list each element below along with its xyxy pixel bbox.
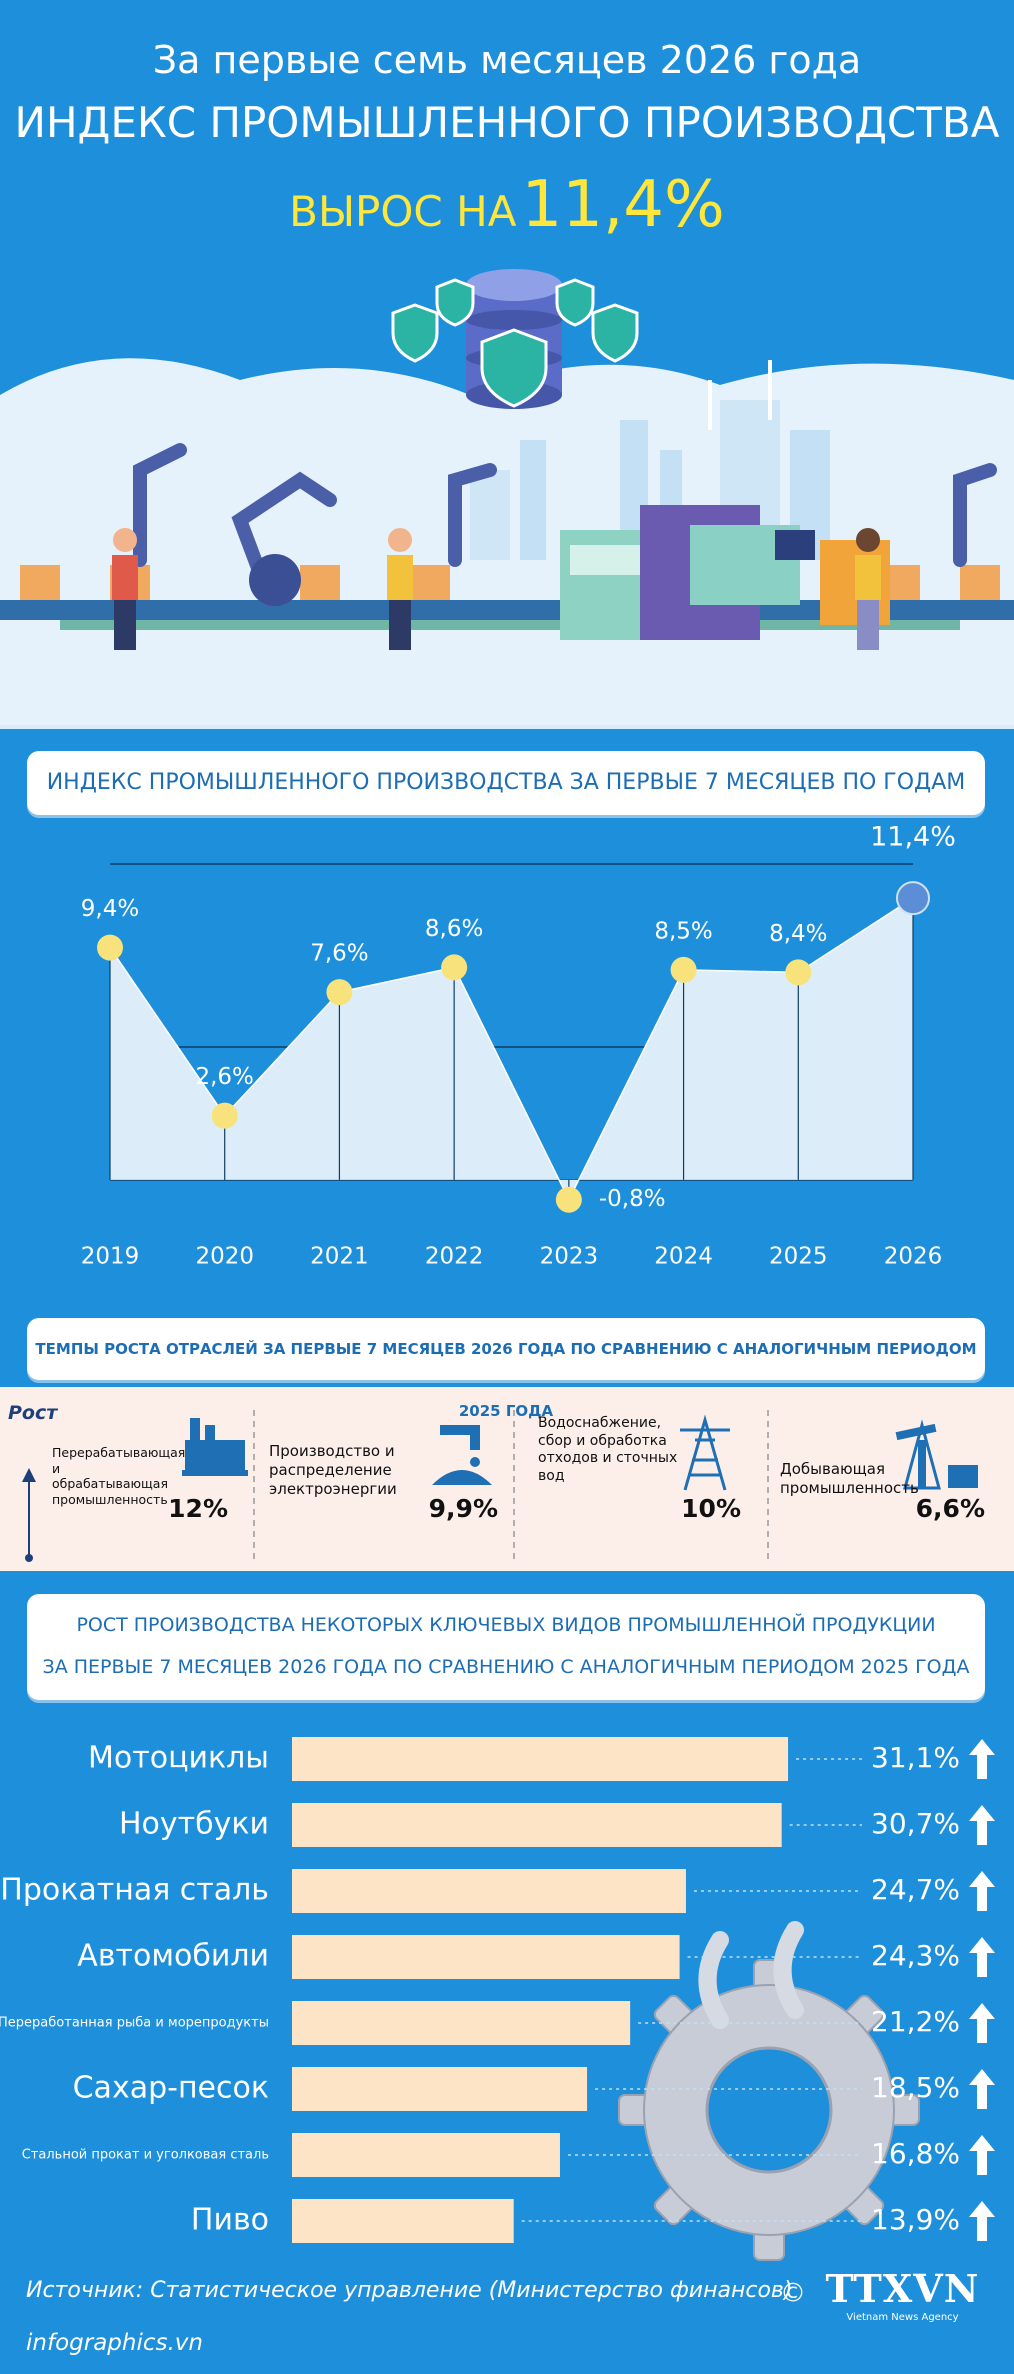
bar xyxy=(292,1935,680,1979)
value-label: 13,9% xyxy=(871,2203,960,2236)
up-arrow xyxy=(969,1937,995,1977)
bar xyxy=(292,2067,588,2111)
point xyxy=(785,959,812,986)
bar-chart-subtitle: ЗА ПЕРВЫЕ 7 МЕСЯЦЕВ 2026 ГОДА ПО СРАВНЕН… xyxy=(42,1656,970,1678)
value-label: 24,7% xyxy=(871,1873,960,1906)
value-label: 31,1% xyxy=(871,1741,960,1774)
up-arrow xyxy=(969,1739,995,1779)
bar xyxy=(292,1803,782,1847)
bar-chart-titles: РОСТ ПРОИЗВОДСТВА НЕКОТОРЫХ КЛЮЧЕВЫХ ВИД… xyxy=(27,1594,985,1700)
up-arrow xyxy=(969,1805,995,1845)
point xyxy=(670,956,697,983)
site: infographics.vn xyxy=(26,2330,203,2356)
logo-caption: Vietnam News Agency xyxy=(846,2312,959,2323)
line-chart-title: ИНДЕКС ПРОМЫШЛЕННОГО ПРОИЗВОДСТВА ЗА ПЕР… xyxy=(27,751,985,815)
database-icon xyxy=(391,269,639,409)
up-arrow xyxy=(969,2201,995,2241)
point xyxy=(97,934,123,961)
value-label: 8,5% xyxy=(654,918,712,944)
y-tick-label: Автомобили xyxy=(77,1939,269,1974)
logo: TTXVN xyxy=(825,2266,980,2311)
bar-chart-title: РОСТ ПРОИЗВОДСТВА НЕКОТОРЫХ КЛЮЧЕВЫХ ВИД… xyxy=(76,1614,936,1636)
up-arrow xyxy=(969,1871,995,1911)
header-highlight: ВЫРОС НА 11,4% xyxy=(0,168,1014,242)
bar xyxy=(292,1737,789,1781)
value-label: 8,4% xyxy=(769,921,827,947)
value-label: 9,4% xyxy=(81,896,139,922)
illustration xyxy=(0,269,1014,725)
divider xyxy=(0,725,1014,729)
up-arrow xyxy=(969,2135,995,2175)
source: Источник: Статистическое управление (Мин… xyxy=(26,2278,793,2303)
value-label: 11,4% xyxy=(870,822,956,853)
value-label: 16,8% xyxy=(871,2137,960,2170)
sector-name: Производство и распределение электроэнер… xyxy=(269,1442,397,1498)
sector-name: Добывающая промышленность xyxy=(780,1460,919,1497)
bar xyxy=(292,2133,560,2177)
x-tick-label: 2025 xyxy=(769,1244,828,1270)
sector-value: 10% xyxy=(681,1494,741,1523)
y-tick-label: Переработанная рыба и морепродукты xyxy=(0,2016,269,2031)
header-line1: За первые семь месяцев 2026 года xyxy=(152,38,862,82)
value-label: 24,3% xyxy=(871,1939,960,1972)
y-tick-label: Прокатная сталь xyxy=(0,1873,269,1908)
bar xyxy=(292,2199,514,2243)
y-tick-label: Ноутбуки xyxy=(119,1807,269,1842)
point xyxy=(211,1102,238,1129)
x-tick-label: 2020 xyxy=(195,1244,254,1270)
value-label: 2,6% xyxy=(195,1064,253,1090)
value-label: 8,6% xyxy=(425,916,483,942)
growth-arrow xyxy=(22,1468,36,1562)
value-label: -0,8% xyxy=(599,1186,666,1212)
sector-icons xyxy=(182,1414,978,1491)
y-tick-label: Мотоциклы xyxy=(88,1741,269,1776)
value-label: 18,5% xyxy=(871,2071,960,2104)
y-tick-label: Стальной прокат и уголковая сталь xyxy=(22,2148,269,2163)
sector-value: 6,6% xyxy=(915,1494,985,1523)
x-tick-label: 2026 xyxy=(884,1244,943,1270)
line xyxy=(109,897,914,1202)
sectors-title: ТЕМПЫ РОСТА ОТРАСЛЕЙ ЗА ПЕРВЫЕ 7 МЕСЯЦЕВ… xyxy=(27,1318,985,1420)
point xyxy=(326,979,353,1006)
y-tick-label: Пиво xyxy=(191,2203,269,2238)
highlight-prefix: ВЫРОС НА xyxy=(289,187,517,236)
value-label: 30,7% xyxy=(871,1807,960,1840)
bar xyxy=(292,2001,631,2045)
value-label: 21,2% xyxy=(871,2005,960,2038)
sector-panel xyxy=(0,1387,1014,1571)
gear-decoration xyxy=(618,1921,920,2261)
x-tick-label: 2022 xyxy=(425,1244,484,1270)
sector-value: 9,9% xyxy=(428,1494,498,1523)
header-line2: ИНДЕКС ПРОМЫШЛЕННОГО ПРОИЗВОДСТВА xyxy=(14,98,1000,147)
x-tick-label: 2021 xyxy=(310,1244,369,1270)
copyright: © xyxy=(780,2279,806,2309)
point xyxy=(441,954,468,981)
sector-name: Перерабатывающая и обрабатывающая промыш… xyxy=(52,1445,186,1507)
x-tick-label: 2019 xyxy=(81,1244,140,1270)
highlight-value: 11,4% xyxy=(521,168,725,242)
sector-name: Водоснабжение, сбор и обработка отходов … xyxy=(538,1415,678,1484)
y-tick-label: Сахар-песок xyxy=(73,2071,269,2106)
point xyxy=(555,1186,582,1213)
sector-separators xyxy=(253,1410,769,1560)
area xyxy=(110,898,913,1200)
value-label: 7,6% xyxy=(310,941,368,967)
up-arrow xyxy=(969,2003,995,2043)
x-tick-label: 2024 xyxy=(654,1244,713,1270)
point xyxy=(896,881,930,916)
sectors-axis-label: Рост xyxy=(8,1402,58,1424)
bar xyxy=(292,1869,686,1913)
sector-value: 12% xyxy=(168,1494,228,1523)
up-arrow xyxy=(969,2069,995,2109)
x-tick-label: 2023 xyxy=(540,1244,599,1270)
